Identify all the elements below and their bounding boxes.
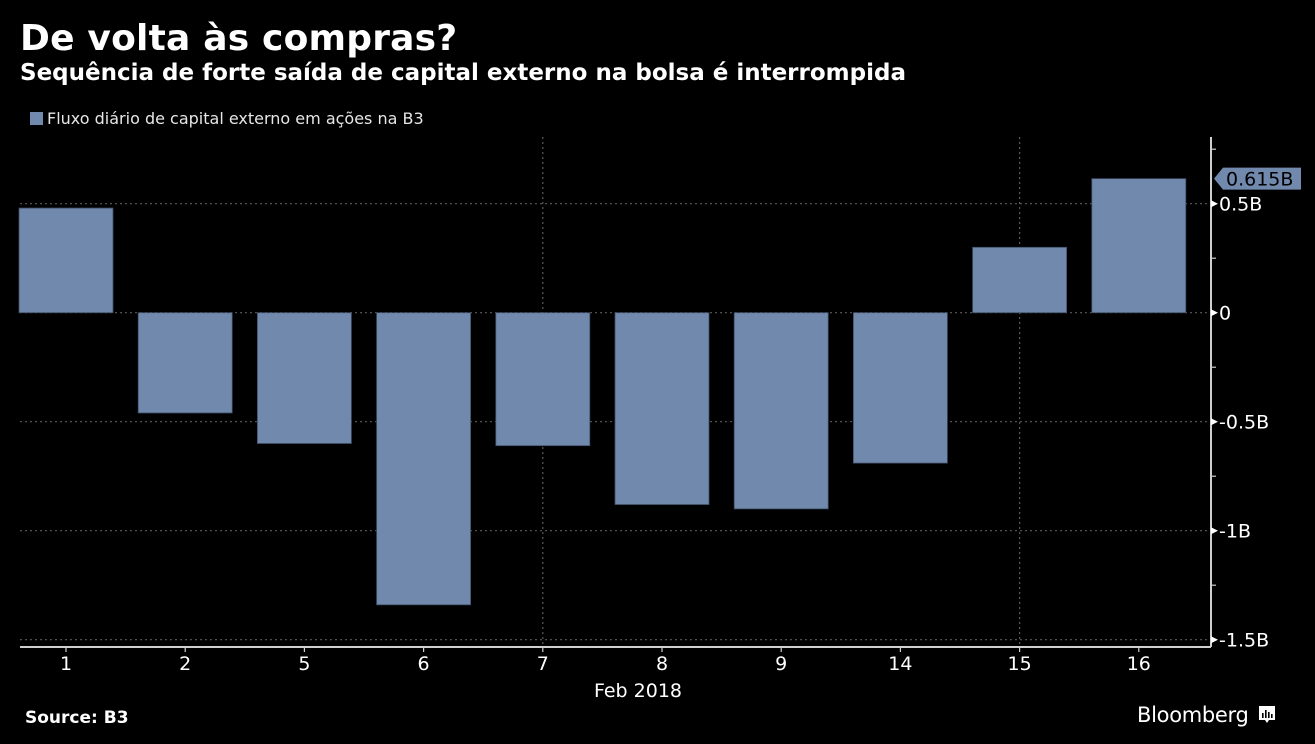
y-tick-mark (1211, 309, 1218, 317)
legend: Fluxo diário de capital externo em ações… (30, 109, 424, 128)
bar-1 (18, 207, 114, 314)
x-tick-label: 8 (656, 653, 668, 675)
last-value-label: 0.615B (1226, 169, 1293, 191)
x-tick-label: 9 (775, 653, 787, 675)
brand-name: Bloomberg (1137, 703, 1249, 727)
legend-label: Fluxo diário de capital externo em ações… (47, 109, 424, 128)
bar-2 (137, 312, 233, 414)
chart-title: De volta às compras? (20, 18, 458, 59)
x-tick-label: 16 (1127, 653, 1151, 675)
axis-labels: 0.5B 0 -0.5B -1B -1.5B 1 2 5 6 7 8 9 14 15 16 Feb 2018 0… (60, 167, 1301, 702)
chart-subtitle: Sequência de forte saída de capital exte… (20, 60, 906, 86)
bar-7 (495, 312, 591, 447)
x-tick-label: 1 (60, 653, 72, 675)
axes (20, 137, 1218, 652)
x-tick-label: 15 (1008, 653, 1032, 675)
y-tick-label: -0.5B (1219, 412, 1269, 434)
y-tick-mark (1211, 200, 1218, 208)
x-tick-label: 2 (179, 653, 191, 675)
legend-swatch (30, 112, 43, 125)
y-tick-mark (1211, 636, 1218, 644)
last-value-callout (1214, 167, 1301, 190)
bar-16 (1091, 178, 1187, 314)
y-tick-mark (1211, 418, 1218, 426)
x-tick-label: 14 (888, 653, 912, 675)
bar-6 (376, 312, 472, 606)
y-tick-label: -1.5B (1219, 630, 1269, 652)
x-tick-label: 5 (298, 653, 310, 675)
bloomberg-chart-icon (1258, 706, 1275, 723)
source-note: Source: B3 (25, 708, 129, 728)
bar-5 (256, 312, 352, 444)
x-tick-label: 6 (418, 653, 430, 675)
x-tick-label: 7 (537, 653, 549, 675)
bar-14 (853, 312, 948, 464)
y-tick-label: 0.5B (1219, 194, 1262, 216)
bar-8 (614, 312, 710, 505)
bar-9 (733, 312, 829, 510)
x-axis-label: Feb 2018 (594, 680, 682, 702)
y-tick-label: 0 (1219, 303, 1231, 325)
bar-15 (972, 246, 1067, 314)
y-tick-mark (1211, 527, 1218, 535)
bars (18, 178, 1187, 606)
brand-logo: Bloomberg (1137, 703, 1276, 727)
y-tick-label: -1B (1219, 521, 1251, 543)
